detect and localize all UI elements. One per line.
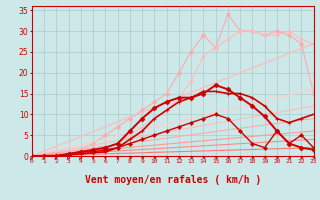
X-axis label: Vent moyen/en rafales ( km/h ): Vent moyen/en rafales ( km/h ) [85,175,261,185]
